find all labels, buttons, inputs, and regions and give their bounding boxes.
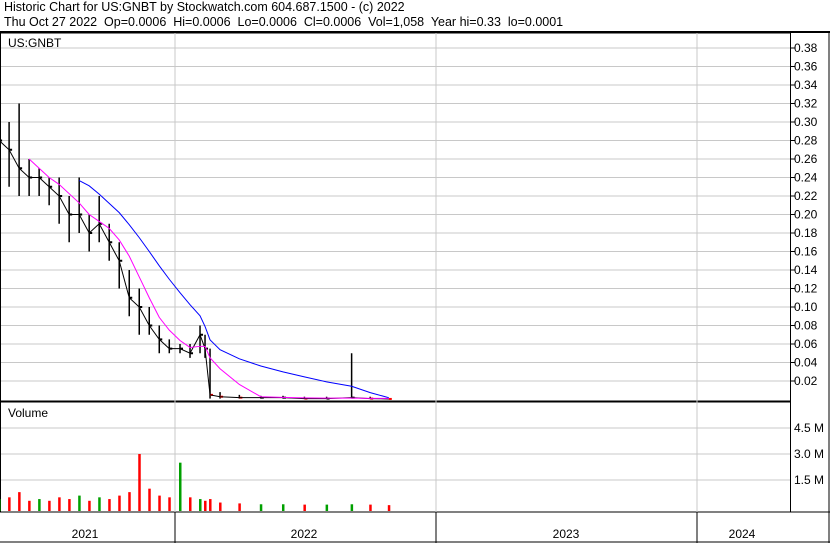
year-label: 2024: [729, 527, 756, 541]
volume-bar: [18, 492, 21, 511]
price-tick-label: 0.36: [794, 60, 818, 74]
volume-bar: [118, 495, 121, 511]
volume-bar: [387, 505, 391, 511]
volume-bar: [8, 497, 11, 511]
year-label: 2023: [553, 527, 580, 541]
volume-bar: [28, 500, 31, 511]
price-tick-label: 0.28: [794, 134, 818, 148]
volume-bar: [128, 492, 131, 511]
volume-bar: [148, 488, 151, 511]
volume-bar: [38, 499, 41, 511]
price-tick-label: 0.24: [794, 171, 818, 185]
volume-bar: [259, 504, 263, 511]
volume-bar: [325, 504, 329, 511]
price-tick-label: 0.16: [794, 245, 818, 259]
volume-tick-label: 3.0 M: [794, 447, 824, 461]
volume-bar: [108, 499, 111, 511]
symbol-label: US:GNBT: [8, 36, 62, 50]
volume-bar: [238, 503, 241, 511]
volume-tick-label: 1.5 M: [794, 473, 824, 487]
volume-bar: [78, 495, 81, 511]
price-tick-label: 0.12: [794, 282, 818, 296]
price-tick-label: 0.04: [794, 356, 818, 370]
price-tick-label: 0.08: [794, 319, 818, 333]
volume-bar: [138, 454, 141, 511]
volume-tick-label: 4.5 M: [794, 421, 824, 435]
volume-bar: [168, 497, 171, 511]
volume-bar: [350, 504, 354, 511]
volume-bar: [281, 504, 285, 511]
price-tick-label: 0.02: [794, 374, 818, 388]
volume-bar: [68, 499, 71, 511]
volume-bar: [204, 500, 207, 511]
price-tick-label: 0.20: [794, 208, 818, 222]
price-panel: [0, 32, 791, 402]
volume-bar: [219, 502, 222, 511]
volume-bar: [199, 499, 202, 511]
year-label: 2022: [291, 527, 318, 541]
volume-bar: [98, 497, 101, 511]
price-tick-label: 0.30: [794, 115, 818, 129]
volume-bar: [189, 497, 192, 511]
price-tick-label: 0.34: [794, 78, 818, 92]
volume-bar: [369, 504, 372, 511]
price-tick-label: 0.06: [794, 337, 818, 351]
price-tick-label: 0.26: [794, 152, 818, 166]
volume-panel: [0, 401, 791, 513]
moving-average-long: [78, 180, 389, 399]
volume-bar: [58, 497, 61, 511]
moving-average-short: [28, 158, 389, 399]
volume-bar: [209, 499, 212, 511]
price-tick-label: 0.22: [794, 189, 818, 203]
volume-bar: [0, 499, 1, 511]
volume-bar: [179, 462, 182, 511]
volume-bar: [48, 500, 51, 511]
year-label: 2021: [72, 527, 99, 541]
volume-bar: [158, 495, 161, 511]
volume-label: Volume: [8, 406, 48, 420]
volume-bar: [303, 504, 306, 511]
price-tick-label: 0.18: [794, 226, 818, 240]
price-tick-label: 0.32: [794, 97, 818, 111]
chart-title: Historic Chart for US:GNBT by Stockwatch…: [4, 0, 405, 14]
quote-line: Thu Oct 27 2022 Op=0.0006 Hi=0.0006 Lo=0…: [4, 15, 564, 29]
price-tick-label: 0.10: [794, 300, 818, 314]
price-tick-label: 0.38: [794, 41, 818, 55]
price-tick-label: 0.14: [794, 263, 818, 277]
volume-bar: [88, 500, 91, 511]
